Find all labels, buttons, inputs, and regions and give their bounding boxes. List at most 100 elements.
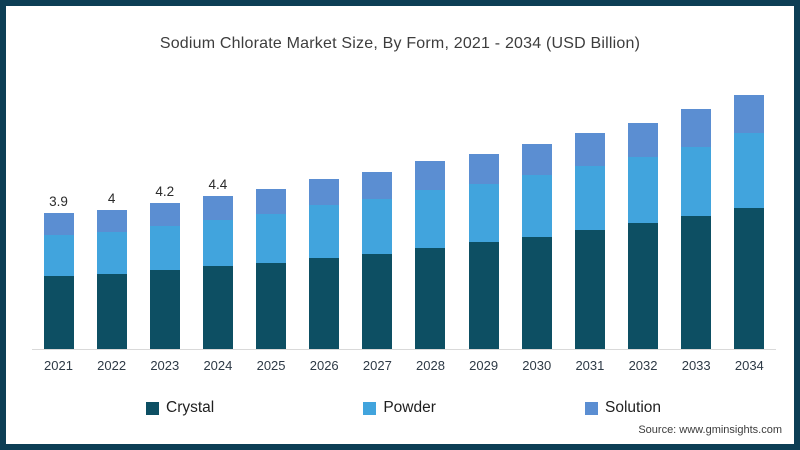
stacked-bar-2032 bbox=[628, 122, 659, 349]
segment-powder-2024 bbox=[202, 219, 233, 267]
stacked-bar-2034 bbox=[734, 95, 765, 349]
bar-slot-2031 bbox=[563, 90, 616, 349]
segment-crystal-2033 bbox=[681, 216, 712, 349]
segment-solution-2022 bbox=[96, 209, 127, 233]
bar-slot-2034 bbox=[723, 90, 776, 349]
segment-solution-2024 bbox=[202, 195, 233, 220]
segment-solution-2032 bbox=[628, 122, 659, 158]
bar-slot-2023: 4.2 bbox=[138, 90, 191, 349]
segment-solution-2028 bbox=[415, 161, 446, 191]
legend-item-solution: Solution bbox=[584, 399, 661, 417]
plot-area: 3.9 4 4.2 4.4 bbox=[32, 90, 776, 350]
bar-slot-2021: 3.9 bbox=[32, 90, 85, 349]
segment-crystal-2026 bbox=[309, 257, 340, 349]
stacked-bar-2025 bbox=[256, 188, 287, 349]
segment-solution-2027 bbox=[362, 171, 393, 200]
x-label-2033: 2033 bbox=[681, 358, 711, 373]
segment-solution-2030 bbox=[521, 143, 552, 176]
segment-powder-2028 bbox=[415, 190, 446, 249]
chart-title: Sodium Chlorate Market Size, By Form, 20… bbox=[159, 35, 641, 52]
bar-value-label-2024: 4.4 bbox=[208, 176, 228, 192]
x-label-2031: 2031 bbox=[575, 358, 605, 373]
x-label-2025: 2025 bbox=[256, 358, 286, 373]
segment-powder-2023 bbox=[149, 226, 180, 271]
segment-crystal-2031 bbox=[574, 230, 605, 349]
x-label-2026: 2026 bbox=[309, 358, 339, 373]
legend-item-crystal: Crystal bbox=[146, 399, 214, 417]
x-label-2029: 2029 bbox=[469, 358, 499, 373]
legend-label-powder: Powder bbox=[383, 399, 436, 416]
bar-slot-2028 bbox=[404, 90, 457, 349]
segment-powder-2033 bbox=[681, 146, 712, 217]
bar-slot-2033 bbox=[670, 90, 723, 349]
bar-slot-2030 bbox=[510, 90, 563, 349]
x-label-2032: 2032 bbox=[628, 358, 658, 373]
segment-crystal-2027 bbox=[362, 254, 393, 349]
x-label-2030: 2030 bbox=[522, 358, 552, 373]
bar-slot-2027 bbox=[351, 90, 404, 349]
bar-value-label-2021: 3.9 bbox=[49, 194, 68, 210]
legend-label-solution: Solution bbox=[604, 399, 661, 416]
source-attribution: Source: www.gminsights.com bbox=[638, 424, 782, 436]
x-label-2024: 2024 bbox=[203, 358, 233, 373]
bar-slot-2029 bbox=[457, 90, 510, 349]
crystal-swatch-icon bbox=[146, 401, 159, 415]
stacked-bar-2022 bbox=[96, 209, 127, 349]
x-label-2034: 2034 bbox=[734, 358, 764, 373]
segment-crystal-2032 bbox=[628, 223, 659, 349]
segment-powder-2025 bbox=[256, 214, 287, 263]
segment-crystal-2029 bbox=[468, 242, 499, 349]
segment-solution-2029 bbox=[468, 154, 499, 184]
segment-crystal-2021 bbox=[43, 275, 74, 349]
segment-crystal-2022 bbox=[96, 273, 127, 349]
segment-powder-2022 bbox=[96, 232, 127, 274]
bar-slot-2025 bbox=[245, 90, 298, 349]
segment-solution-2034 bbox=[734, 95, 765, 134]
segment-solution-2023 bbox=[149, 202, 180, 227]
segment-solution-2033 bbox=[681, 108, 712, 147]
stacked-bar-2026 bbox=[309, 178, 340, 349]
x-label-2028: 2028 bbox=[416, 358, 445, 373]
segment-crystal-2030 bbox=[521, 236, 552, 349]
segment-solution-2026 bbox=[309, 178, 340, 205]
x-axis: 2021 2022 2023 2024 2025 2026 2027 2028 2029 2030… bbox=[32, 358, 776, 373]
segment-crystal-2025 bbox=[256, 263, 287, 349]
segment-powder-2021 bbox=[43, 234, 74, 276]
stacked-bar-2023 bbox=[149, 202, 180, 349]
x-label-2023: 2023 bbox=[150, 358, 180, 373]
segment-powder-2026 bbox=[309, 204, 340, 258]
stacked-bar-2028 bbox=[415, 161, 446, 349]
segment-powder-2029 bbox=[468, 183, 499, 243]
solution-swatch-icon bbox=[584, 401, 598, 415]
bar-slot-2026 bbox=[298, 90, 351, 349]
legend-label-crystal: Crystal bbox=[166, 399, 215, 416]
segment-powder-2032 bbox=[628, 157, 659, 224]
segment-crystal-2024 bbox=[202, 266, 233, 349]
stacked-bar-2027 bbox=[362, 171, 393, 349]
segment-powder-2027 bbox=[362, 199, 393, 254]
segment-powder-2030 bbox=[521, 175, 552, 237]
stacked-bar-2024 bbox=[202, 195, 233, 349]
stacked-bar-2021 bbox=[43, 213, 74, 349]
x-label-2027: 2027 bbox=[362, 358, 392, 373]
segment-solution-2021 bbox=[43, 213, 74, 235]
bar-slot-2032 bbox=[617, 90, 670, 349]
bar-value-label-2023: 4.2 bbox=[155, 183, 175, 199]
segment-powder-2034 bbox=[734, 133, 765, 209]
segment-solution-2025 bbox=[256, 188, 287, 215]
legend-item-powder: Powder bbox=[363, 399, 436, 417]
stacked-bar-2033 bbox=[681, 108, 712, 349]
bar-slot-2024: 4.4 bbox=[191, 90, 244, 349]
powder-swatch-icon bbox=[363, 401, 377, 415]
stacked-bar-2031 bbox=[574, 133, 605, 349]
segment-solution-2031 bbox=[574, 133, 605, 167]
stacked-bar-2030 bbox=[521, 143, 552, 349]
bar-slot-2022: 4 bbox=[85, 90, 138, 349]
x-label-2022: 2022 bbox=[97, 358, 127, 373]
stacked-bar-2029 bbox=[468, 154, 499, 349]
x-label-2021: 2021 bbox=[44, 358, 73, 373]
segment-crystal-2028 bbox=[415, 248, 446, 349]
segment-crystal-2023 bbox=[149, 270, 180, 349]
legend: Crystal Powder Solution bbox=[146, 399, 661, 417]
